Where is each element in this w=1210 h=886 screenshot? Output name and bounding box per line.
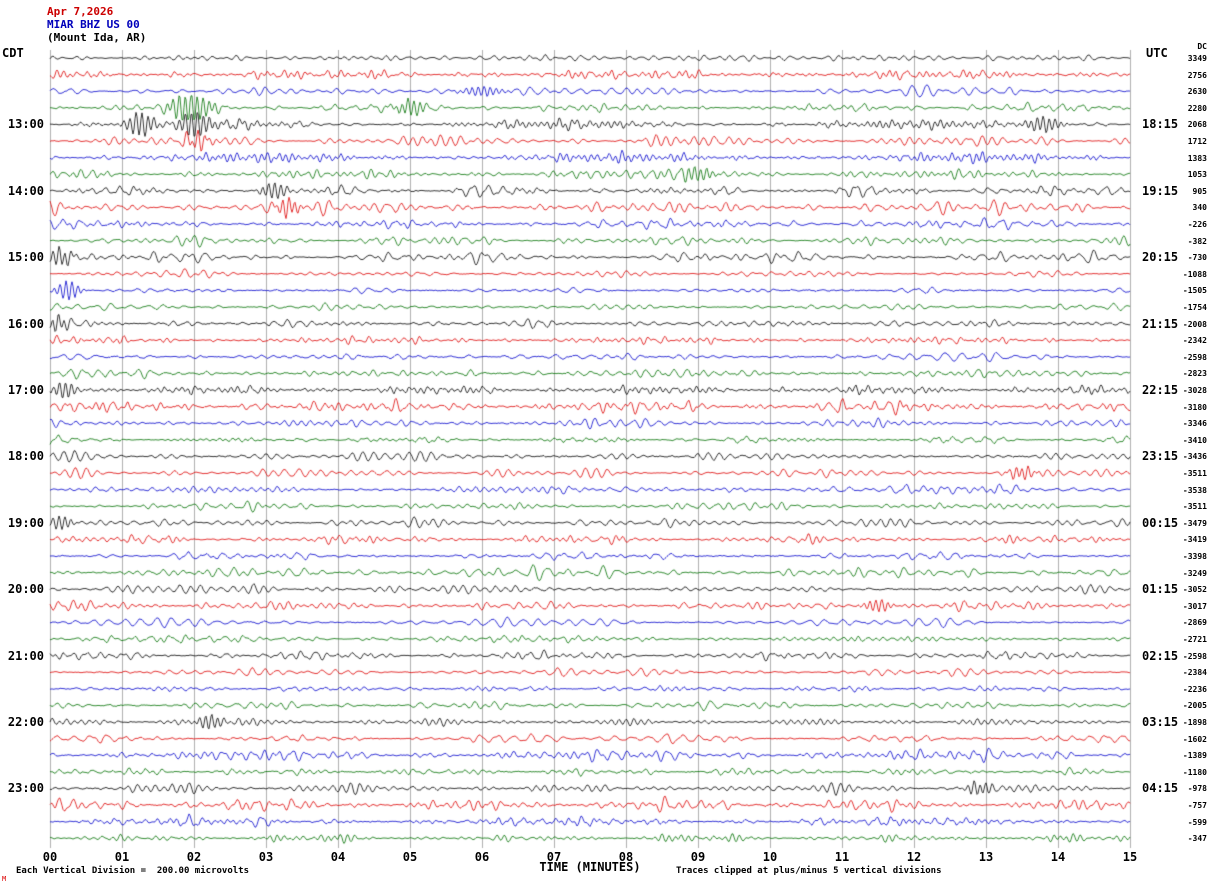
minute-tick-label: 08 bbox=[618, 850, 634, 864]
cdt-hour-label: 21:00 bbox=[7, 648, 44, 663]
dc-offset-value: -2008 bbox=[1182, 319, 1207, 329]
dc-offset-value: -3180 bbox=[1182, 402, 1207, 412]
minute-tick-label: 12 bbox=[906, 850, 922, 864]
left-timezone-label: CDT bbox=[2, 46, 24, 60]
dc-offset-value: 1383 bbox=[1187, 153, 1207, 163]
dc-offset-value: -2342 bbox=[1182, 336, 1207, 346]
minute-tick-label: 15 bbox=[1122, 850, 1138, 864]
cdt-hour-label: 16:00 bbox=[7, 316, 44, 331]
dc-offset-value: -2005 bbox=[1182, 701, 1207, 711]
minute-tick-label: 02 bbox=[186, 850, 202, 864]
minute-tick-label: 04 bbox=[330, 850, 346, 864]
dc-offset-value: -1505 bbox=[1182, 286, 1207, 296]
cdt-hour-label: 23:00 bbox=[7, 781, 44, 796]
clip-note: Traces clipped at plus/minus 5 vertical … bbox=[676, 866, 942, 876]
dc-offset-value: 2756 bbox=[1187, 70, 1207, 80]
scale-note: Each Vertical Division = 200.00 microvol… bbox=[16, 866, 249, 876]
dc-offset-value: -2384 bbox=[1182, 668, 1207, 678]
cdt-hour-label: 17:00 bbox=[7, 383, 44, 397]
dc-offset-value: -1754 bbox=[1182, 303, 1207, 312]
minute-tick-label: 03 bbox=[258, 850, 274, 864]
cdt-hour-label: 20:00 bbox=[7, 582, 44, 597]
minute-tick-label: 06 bbox=[474, 850, 490, 864]
cdt-hour-label: 18:00 bbox=[7, 449, 44, 464]
dc-offset-value: -3538 bbox=[1182, 485, 1207, 495]
dc-offset-value: -2823 bbox=[1182, 369, 1207, 379]
dc-offset-value: -3028 bbox=[1182, 386, 1207, 395]
utc-hour-label: 21:15 bbox=[1142, 316, 1179, 331]
dc-offset-value: -2598 bbox=[1182, 651, 1207, 661]
dc-offset-value: -3346 bbox=[1182, 419, 1207, 429]
dc-column-label: DC bbox=[1197, 42, 1207, 51]
dc-offset-value: 905 bbox=[1192, 186, 1207, 196]
dc-offset-value: -1602 bbox=[1182, 734, 1207, 744]
dc-offset-value: -2869 bbox=[1182, 618, 1207, 628]
dc-offset-value: -3511 bbox=[1182, 502, 1207, 512]
dc-offset-value: -3249 bbox=[1182, 568, 1207, 578]
utc-hour-label: 19:15 bbox=[1142, 183, 1179, 198]
minute-tick-label: 07 bbox=[546, 850, 562, 864]
dc-offset-value: 1053 bbox=[1187, 170, 1207, 180]
dc-offset-value: -978 bbox=[1187, 784, 1207, 794]
cdt-hour-label: 14:00 bbox=[7, 183, 44, 198]
utc-hour-label: 03:15 bbox=[1142, 715, 1179, 729]
cdt-hour-label: 19:00 bbox=[7, 515, 44, 530]
utc-hour-label: 00:15 bbox=[1142, 515, 1179, 530]
dc-offset-value: -3052 bbox=[1182, 585, 1207, 595]
dc-offset-value: -2236 bbox=[1182, 684, 1207, 694]
cdt-hour-label: 13:00 bbox=[7, 117, 44, 132]
dc-offset-value: -1088 bbox=[1182, 269, 1207, 279]
dc-offset-value: 2630 bbox=[1187, 87, 1207, 97]
utc-hour-label: 02:15 bbox=[1142, 648, 1179, 663]
minute-tick-label: 09 bbox=[690, 850, 706, 864]
dc-offset-value: -347 bbox=[1187, 834, 1207, 844]
dc-offset-value: 340 bbox=[1192, 203, 1207, 213]
dc-offset-value: -3436 bbox=[1182, 452, 1207, 462]
dc-offset-value: 2280 bbox=[1187, 103, 1207, 113]
utc-hour-label: 20:15 bbox=[1142, 250, 1179, 265]
dc-offset-value: -1180 bbox=[1182, 767, 1207, 777]
minute-tick-label: 01 bbox=[114, 850, 130, 864]
header-station: MIAR BHZ US 00 bbox=[47, 18, 140, 31]
dc-offset-value: -599 bbox=[1187, 817, 1207, 827]
minute-tick-label: 00 bbox=[42, 850, 58, 864]
dc-offset-value: -2598 bbox=[1182, 352, 1207, 362]
utc-hour-label: 23:15 bbox=[1142, 449, 1179, 464]
dc-offset-value: -382 bbox=[1187, 236, 1207, 246]
minute-tick-label: 05 bbox=[402, 850, 418, 864]
x-axis-title: TIME (MINUTES) bbox=[539, 860, 641, 874]
header-date: Apr 7,2026 bbox=[47, 5, 114, 18]
dc-offset-value: -2721 bbox=[1182, 635, 1207, 644]
right-timezone-label: UTC bbox=[1146, 46, 1168, 60]
dc-offset-value: -757 bbox=[1187, 801, 1207, 810]
cdt-hour-label: 22:00 bbox=[7, 715, 44, 729]
dc-offset-value: -3017 bbox=[1182, 601, 1207, 611]
minute-tick-label: 13 bbox=[978, 850, 994, 864]
dc-offset-value: -226 bbox=[1187, 220, 1207, 229]
dc-offset-value: -3410 bbox=[1182, 435, 1207, 445]
minute-tick-label: 10 bbox=[762, 850, 778, 864]
dc-offset-value: -1389 bbox=[1182, 751, 1207, 761]
dc-offset-value: 1712 bbox=[1187, 137, 1207, 146]
cdt-hour-label: 15:00 bbox=[7, 250, 44, 265]
minute-tick-label: 14 bbox=[1050, 850, 1066, 864]
utc-hour-label: 04:15 bbox=[1142, 781, 1179, 796]
minute-tick-label: 11 bbox=[834, 850, 850, 864]
dc-offset-value: -1898 bbox=[1182, 718, 1207, 727]
utc-hour-label: 18:15 bbox=[1142, 117, 1179, 132]
header-location: (Mount Ida, AR) bbox=[47, 31, 147, 44]
dc-offset-value: 2068 bbox=[1187, 120, 1207, 130]
utc-hour-label: 01:15 bbox=[1142, 582, 1179, 597]
utc-hour-label: 22:15 bbox=[1142, 383, 1179, 397]
dc-offset-value: -3479 bbox=[1182, 518, 1207, 528]
dc-offset-value: -3511 bbox=[1182, 469, 1207, 478]
red-mark: M bbox=[2, 875, 7, 883]
dc-offset-value: -3419 bbox=[1182, 535, 1207, 545]
dc-offset-value: -730 bbox=[1187, 253, 1207, 263]
dc-offset-value: -3398 bbox=[1182, 552, 1207, 561]
dc-offset-value: 3349 bbox=[1187, 54, 1207, 63]
